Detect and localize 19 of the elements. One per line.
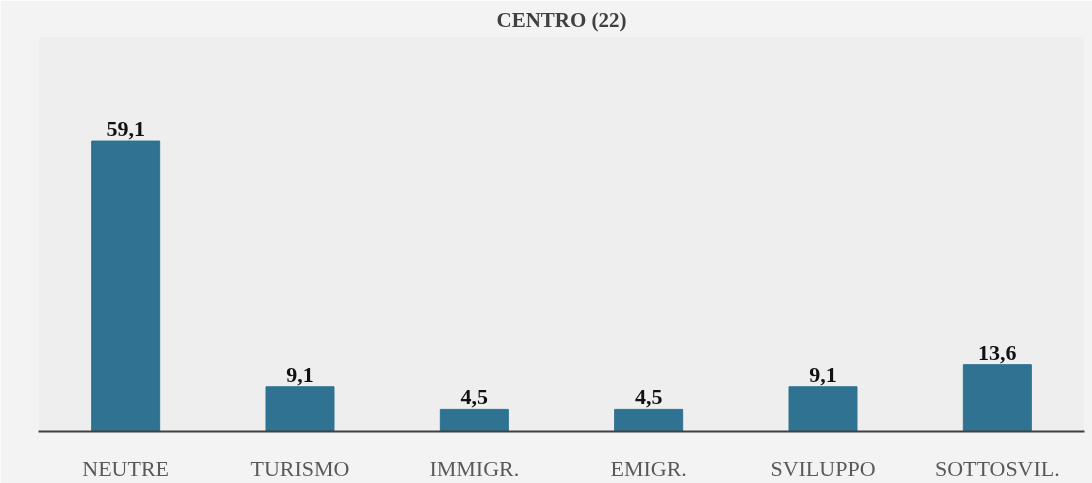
bar	[265, 386, 335, 432]
bar	[439, 408, 509, 432]
data-label: 9,1	[809, 361, 837, 387]
chart-title: CENTRO (22)	[496, 7, 627, 32]
data-label: 4,5	[634, 384, 663, 410]
bar	[962, 364, 1032, 432]
bar	[91, 140, 161, 432]
bar	[788, 386, 858, 432]
data-label: 9,1	[286, 361, 314, 387]
bar	[614, 408, 684, 432]
x-tick-label: SVILUPPO	[770, 455, 876, 481]
data-label: 59,1	[106, 116, 145, 142]
x-tick-label: NEUTRE	[82, 455, 170, 481]
x-tick-label: SOTTOSVIL.	[934, 455, 1060, 481]
data-label: 13,6	[978, 339, 1017, 365]
data-label: 4,5	[460, 384, 489, 410]
x-tick-label: TURISMO	[250, 455, 350, 481]
x-tick-label: EMIGR.	[610, 455, 687, 481]
x-tick-label: IMMIGR.	[429, 455, 520, 481]
